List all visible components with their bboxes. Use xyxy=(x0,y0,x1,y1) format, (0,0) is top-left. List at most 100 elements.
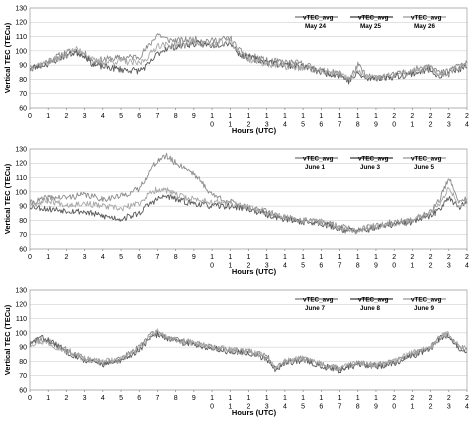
x-tick-label: 2 xyxy=(410,113,414,120)
x-tick-label: 4 xyxy=(465,122,469,129)
y-tick-label: 90 xyxy=(19,345,27,352)
y-tick-label: 80 xyxy=(19,359,27,366)
legend-date: June 1 xyxy=(305,164,325,171)
x-tick-label: 1 xyxy=(319,395,323,402)
x-tick-label: 3 xyxy=(265,122,269,129)
series-line xyxy=(29,186,468,234)
x-tick-label: 1 xyxy=(228,395,232,402)
y-tick-label: 60 xyxy=(19,246,27,253)
x-tick-label: 5 xyxy=(301,263,305,270)
x-tick-label: 2 xyxy=(429,113,433,120)
x-tick-label: 1 xyxy=(356,395,360,402)
x-tick-label: 4 xyxy=(101,395,105,402)
legend-date: June 7 xyxy=(305,305,325,312)
x-tick-label: 2 xyxy=(392,254,396,261)
x-tick-label: 6 xyxy=(319,404,323,411)
y-tick-label: 80 xyxy=(19,218,27,225)
series-line xyxy=(29,37,467,83)
x-tick-label: 1 xyxy=(374,254,378,261)
series-line xyxy=(29,194,468,235)
x-tick-label: 0 xyxy=(392,404,396,411)
x-tick-label: 2 xyxy=(392,395,396,402)
legend-series-name: vTEC_avg xyxy=(358,14,389,21)
y-tick-label: 60 xyxy=(19,387,27,394)
x-tick-label: 1 xyxy=(228,122,232,129)
x-tick-label: 3 xyxy=(265,263,269,270)
y-tick-label: 120 xyxy=(15,20,27,27)
x-tick-label: 2 xyxy=(64,395,68,402)
legend-series-name: vTEC_avg xyxy=(303,155,334,162)
x-tick-label: 5 xyxy=(119,113,123,120)
x-tick-label: 7 xyxy=(338,404,342,411)
y-tick-label: 120 xyxy=(15,161,27,168)
legend-date: May 26 xyxy=(414,23,436,30)
x-tick-label: 3 xyxy=(265,404,269,411)
y-tick-label: 70 xyxy=(19,91,27,98)
x-tick-label: 0 xyxy=(28,395,32,402)
x-tick-label: 1 xyxy=(247,113,251,120)
x-tick-label: 0 xyxy=(210,122,214,129)
x-tick-label: 2 xyxy=(429,263,433,270)
y-tick-label: 110 xyxy=(16,316,27,323)
x-tick-label: 2 xyxy=(64,254,68,261)
x-tick-label: 2 xyxy=(447,254,451,261)
y-tick-label: 60 xyxy=(19,105,27,112)
x-tick-label: 1 xyxy=(338,254,342,261)
x-tick-label: 1 xyxy=(338,395,342,402)
x-tick-label: 1 xyxy=(283,113,287,120)
legend-series-name: vTEC_avg xyxy=(411,155,442,162)
x-tick-label: 1 xyxy=(356,113,360,120)
x-tick-label: 1 xyxy=(46,113,50,120)
x-tick-label: 2 xyxy=(429,404,433,411)
x-tick-label: 1 xyxy=(265,113,269,120)
y-tick-label: 70 xyxy=(19,373,27,380)
x-tick-label: 9 xyxy=(374,263,378,270)
x-tick-label: 6 xyxy=(137,395,141,402)
x-tick-label: 2 xyxy=(429,254,433,261)
x-tick-label: 1 xyxy=(265,254,269,261)
legend: vTEC_avg May 24 vTEC_avg May 25 vTEC_avg May … xyxy=(295,14,446,30)
x-tick-label: 4 xyxy=(101,113,105,120)
x-tick-label: 7 xyxy=(338,122,342,129)
x-tick-label: 2 xyxy=(465,113,469,120)
x-tick-label: 6 xyxy=(137,113,141,120)
x-tick-label: 7 xyxy=(156,113,160,120)
x-tick-label: 5 xyxy=(119,254,123,261)
x-tick-label: 8 xyxy=(356,263,360,270)
x-tick-label: 1 xyxy=(301,254,305,261)
x-tick-label: 6 xyxy=(319,263,323,270)
legend-series-name: vTEC_avg xyxy=(303,14,334,21)
x-tick-label: 4 xyxy=(101,254,105,261)
x-tick-label: 0 xyxy=(210,263,214,270)
legend: vTEC_avg June 1 vTEC_avg June 3 vTEC_avg June… xyxy=(295,155,446,171)
x-tick-label: 1 xyxy=(210,395,214,402)
x-tick-label: 2 xyxy=(447,395,451,402)
x-tick-label: 1 xyxy=(247,254,251,261)
x-tick-label: 1 xyxy=(228,254,232,261)
x-tick-label: 1 xyxy=(210,113,214,120)
x-tick-label: 9 xyxy=(192,113,196,120)
x-tick-label: 1 xyxy=(410,263,414,270)
x-tick-label: 1 xyxy=(228,263,232,270)
x-tick-label: 4 xyxy=(465,404,469,411)
y-tick-label: 100 xyxy=(15,330,27,337)
legend-date: June 9 xyxy=(414,305,434,312)
plot-frame xyxy=(29,148,468,250)
x-tick-label: 1 xyxy=(228,404,232,411)
x-tick-label: 7 xyxy=(156,395,160,402)
x-tick-label: 0 xyxy=(28,254,32,261)
x-tick-label: 9 xyxy=(374,404,378,411)
legend-series-name: vTEC_avg xyxy=(411,14,442,21)
x-tick-label: 3 xyxy=(447,404,451,411)
x-tick-label: 9 xyxy=(192,395,196,402)
x-tick-label: 1 xyxy=(319,113,323,120)
x-tick-label: 2 xyxy=(410,395,414,402)
legend-date: June 8 xyxy=(360,305,380,312)
x-tick-label: 3 xyxy=(83,254,87,261)
x-tick-label: 2 xyxy=(247,263,251,270)
x-tick-label: 6 xyxy=(319,122,323,129)
x-tick-label: 1 xyxy=(338,113,342,120)
